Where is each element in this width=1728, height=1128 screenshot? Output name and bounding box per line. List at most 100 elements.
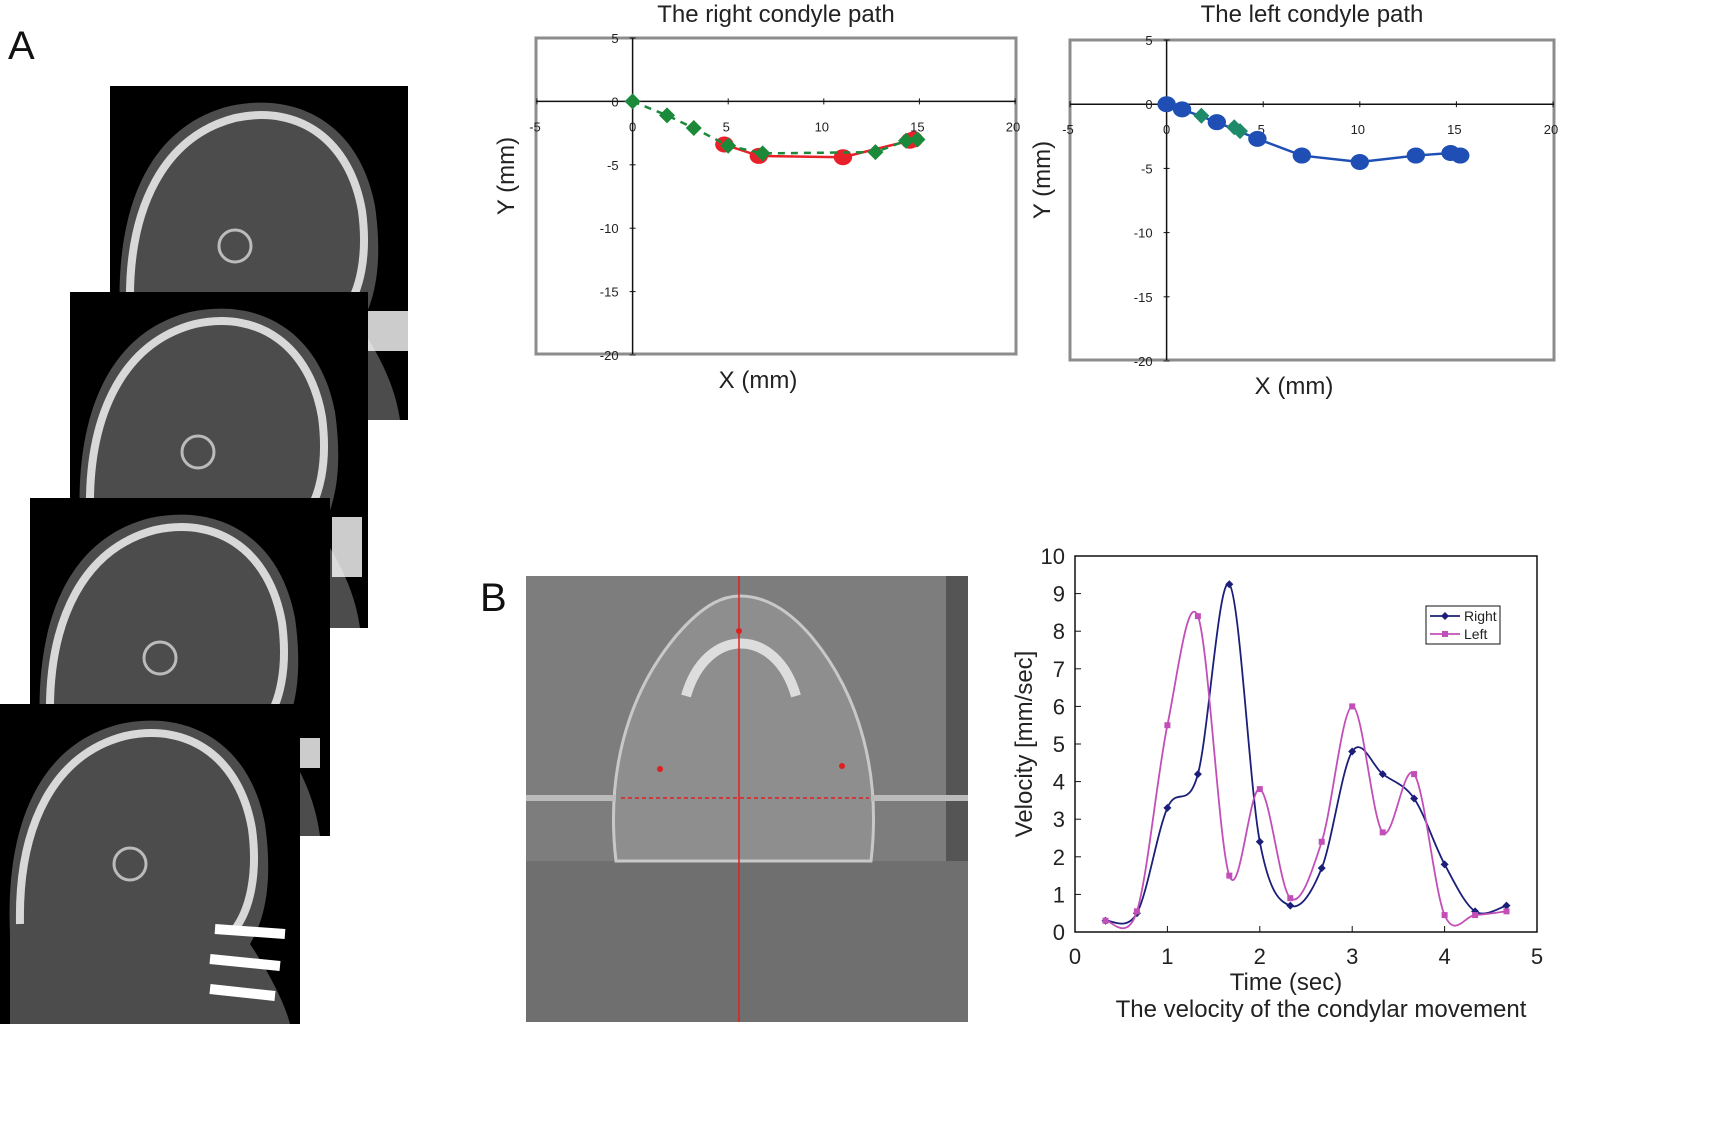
condright-y-axis-label: Y (mm) — [493, 137, 520, 215]
panel-label-a: A — [8, 24, 35, 68]
velocity-x-tick-label: 3 — [1346, 944, 1358, 969]
condright-y-tick-label: 5 — [611, 31, 618, 46]
velocity-series-right-point — [1193, 770, 1202, 779]
velocity-series-left-point — [1287, 895, 1294, 902]
condleft-series-0-point — [1248, 130, 1267, 147]
condright-series-1-point — [909, 131, 926, 148]
condleft-series-1-point — [1193, 107, 1210, 124]
condleft-x-tick-label: -5 — [1062, 122, 1074, 137]
velocity-x-tick-label: 2 — [1254, 944, 1266, 969]
condleft-x-tick-label: 0 — [1163, 122, 1170, 137]
velocity-series-left-point — [1226, 872, 1233, 879]
condleft-x-axis-label: X (mm) — [1255, 373, 1334, 400]
condleft-series-0-point — [1172, 101, 1192, 118]
velocity-series-right-point — [1348, 747, 1357, 756]
velocity-series-left-point — [1503, 908, 1510, 915]
condright-series-1-point — [624, 93, 641, 110]
condright-series-1-point — [720, 137, 737, 154]
condleft-y-tick-label: 0 — [1145, 97, 1152, 112]
velocity-y-tick-label: 7 — [1053, 657, 1065, 682]
condright-x-tick-label: -5 — [529, 119, 541, 134]
velocity-x-tick-label: 5 — [1531, 944, 1543, 969]
condright-series-1-point — [659, 107, 676, 124]
velocity-y-tick-label: 5 — [1053, 732, 1065, 757]
velocity-y-tick-label: 9 — [1053, 582, 1065, 607]
submentovertex-xray — [526, 576, 968, 1022]
velocity-legend — [1425, 605, 1501, 645]
condleft-y-axis-label: Y (mm) — [1029, 141, 1056, 219]
velocity-series-right-point — [1317, 864, 1326, 873]
condleft-series-1-point — [1232, 123, 1249, 140]
condleft-y-tick-label: -10 — [1134, 226, 1153, 241]
velocity-series-left-point — [1194, 613, 1201, 620]
condleft-plot-frame — [1068, 38, 1556, 362]
velocity-series-left-point — [1411, 771, 1418, 778]
velocity-y-tick-label: 0 — [1053, 920, 1065, 945]
velocity-y-tick-label: 2 — [1053, 845, 1065, 870]
condright-y-tick-label: -5 — [607, 158, 619, 173]
velocity-series-left-point — [1164, 722, 1171, 729]
velocity-legend-right-marker — [1441, 612, 1449, 620]
velocity-y-tick-label: 1 — [1053, 882, 1065, 907]
velocity-y-axis-label: Velocity [mm/sec] — [1011, 651, 1038, 838]
condright-series-1-point — [754, 145, 771, 162]
velocity-series-left-point — [1472, 912, 1479, 919]
condright-title: The right condyle path — [657, 1, 894, 28]
condleft-y-tick-label: 5 — [1145, 33, 1152, 48]
condleft-y-tick-label: -20 — [1134, 354, 1153, 369]
velocity-series-left-point — [1441, 912, 1448, 919]
condright-x-tick-label: 20 — [1006, 119, 1020, 134]
velocity-x-axis-label: Time (sec) — [1230, 969, 1342, 996]
condleft-series-0-point — [1406, 147, 1426, 164]
velocity-series-left-point — [1349, 703, 1356, 710]
velocity-series-right-point — [1410, 794, 1419, 803]
condleft-y-tick-label: -15 — [1134, 290, 1153, 305]
condright-x-tick-label: 15 — [910, 119, 924, 134]
velocity-series-right-point — [1502, 901, 1511, 910]
panel-label-b: B — [480, 576, 507, 620]
condright-series-1-point — [867, 144, 884, 161]
velocity-series-left-point — [1133, 908, 1140, 915]
velocity-series-right-point — [1440, 860, 1449, 869]
velocity-series-right-point — [1163, 803, 1172, 812]
velocity-series-right-point — [1225, 580, 1234, 589]
condleft-series-0-point — [1207, 114, 1227, 131]
condleft-series-0-point — [1157, 96, 1176, 113]
condright-x-tick-label: 5 — [723, 119, 730, 134]
velocity-x-tick-label: 4 — [1438, 944, 1450, 969]
condright-series-1-point — [898, 132, 915, 149]
skull-xray-4 — [0, 704, 300, 1024]
condleft-series-0-point — [1451, 147, 1470, 164]
velocity-series-left-point — [1318, 838, 1325, 845]
velocity-series-left-point — [1379, 829, 1386, 836]
velocity-title: The velocity of the condylar movement — [1116, 996, 1527, 1023]
condright-series-1-point — [685, 120, 702, 137]
velocity-series-left-point — [1256, 786, 1263, 793]
condright-x-axis-label: X (mm) — [719, 367, 798, 394]
condleft-x-tick-label: 10 — [1351, 122, 1365, 137]
condleft-series-0-point — [1292, 147, 1312, 164]
velocity-y-tick-label: 8 — [1053, 619, 1065, 644]
velocity-legend-left-label: Left — [1464, 626, 1487, 642]
condleft-x-tick-label: 5 — [1258, 122, 1265, 137]
velocity-y-tick-label: 4 — [1053, 770, 1065, 795]
velocity-legend-right-label: Right — [1464, 608, 1497, 624]
condleft-series-0-point — [1350, 153, 1370, 170]
velocity-series-right-point — [1378, 770, 1387, 779]
velocity-y-tick-label: 10 — [1041, 544, 1065, 569]
condleft-y-tick-label: -5 — [1141, 161, 1153, 176]
velocity-y-tick-label: 3 — [1053, 807, 1065, 832]
condleft-title: The left condyle path — [1201, 1, 1424, 28]
condright-y-tick-label: -20 — [600, 348, 619, 363]
condright-y-tick-label: -15 — [600, 285, 619, 300]
condright-x-tick-label: 0 — [629, 119, 636, 134]
velocity-y-tick-label: 6 — [1053, 694, 1065, 719]
velocity-x-tick-label: 0 — [1069, 944, 1081, 969]
condright-plot-frame — [534, 36, 1018, 356]
velocity-legend-left-marker — [1442, 631, 1448, 637]
condright-y-tick-label: 0 — [611, 94, 618, 109]
velocity-series-right-point — [1286, 901, 1295, 910]
velocity-x-tick-label: 1 — [1161, 944, 1173, 969]
condleft-x-tick-label: 15 — [1447, 122, 1461, 137]
